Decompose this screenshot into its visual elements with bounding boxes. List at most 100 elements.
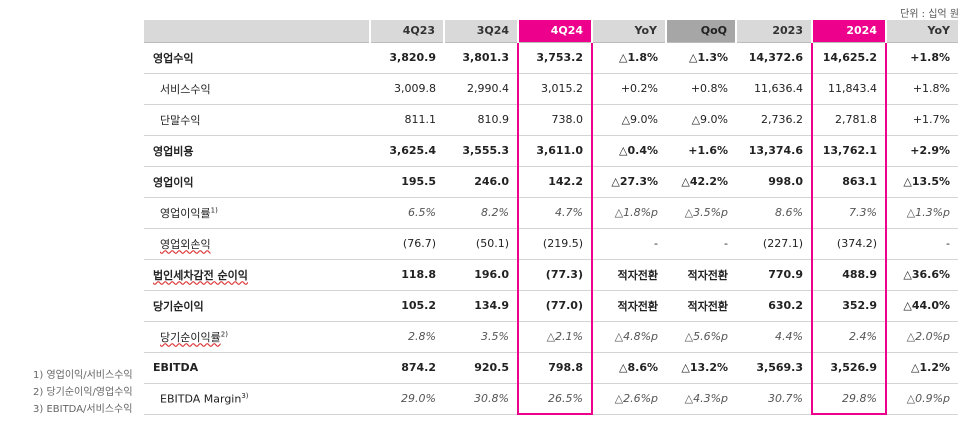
table-cell: 738.0 — [517, 104, 593, 136]
table-row: 영업비용 3,625.4 3,555.3 3,611.0 △0.4% +1.6% 13,37… — [144, 135, 958, 167]
header-yoy-quarter: YoY — [591, 20, 666, 43]
table-cell: 3,753.2 — [517, 42, 593, 74]
table-cell: - — [886, 228, 958, 260]
table-cell: 14,372.6 — [736, 42, 812, 74]
row-label-text: 서비스수익 — [160, 82, 211, 96]
table-row: 서비스수익 3,009.8 2,990.4 3,015.2 +0.2% +0.8% 11,6… — [144, 73, 958, 105]
row-label: EBITDA — [144, 352, 370, 384]
row-label: EBITDA Margin3) — [144, 383, 370, 415]
table-cell: 811.1 — [370, 104, 444, 136]
table-row: 법인세차감전 순이익 118.8 196.0 (77.3) 적자전환 적자전환 770.9 4… — [144, 259, 958, 291]
row-label-text: 영업이익 — [153, 175, 194, 189]
table-cell: 3,611.0 — [517, 135, 593, 167]
table-cell: △1.8%p — [592, 197, 666, 229]
table-cell: 3,015.2 — [517, 73, 593, 105]
table-cell: 11,843.4 — [811, 73, 887, 105]
header-blank — [144, 20, 370, 43]
table-cell: 7.3% — [811, 197, 887, 229]
table-cell: 2.4% — [811, 321, 887, 353]
table-cell: 적자전환 — [592, 259, 666, 291]
table-cell: 8.6% — [736, 197, 812, 229]
table-cell: (219.5) — [517, 228, 593, 260]
header-2024: 2024 — [811, 20, 886, 43]
table-cell: 142.2 — [517, 166, 593, 198]
table-row: 당기순이익률2) 2.8% 3.5% △2.1% △4.8%p △5.6%p 4.4% 2.4… — [144, 321, 958, 353]
table-cell: 4.7% — [517, 197, 593, 229]
table-cell: 630.2 — [736, 290, 812, 322]
table-cell: 30.8% — [444, 383, 518, 415]
row-label: 서비스수익 — [144, 73, 370, 105]
table-cell: △2.1% — [517, 321, 593, 353]
table-cell: 26.5% — [517, 383, 593, 415]
row-label-text: 영업비용 — [153, 144, 194, 158]
header-qoq: QoQ — [665, 20, 736, 43]
table-cell: 134.9 — [444, 290, 518, 322]
table-row: 영업이익 195.5 246.0 142.2 △27.3% △42.2% 998.0 863.… — [144, 166, 958, 198]
table-cell: 3,555.3 — [444, 135, 518, 167]
table-cell: 29.0% — [370, 383, 444, 415]
table-cell: △2.0%p — [886, 321, 958, 353]
table-row: 영업외손익 (76.7) (50.1) (219.5) - - (227.1) (374.2)… — [144, 228, 958, 260]
table-cell: △0.4% — [592, 135, 666, 167]
row-label-text: 당기순이익 — [153, 299, 204, 313]
table-cell: +0.8% — [666, 73, 736, 105]
table-cell: 118.8 — [370, 259, 444, 291]
table-cell: △1.2% — [886, 352, 958, 384]
table-cell: △27.3% — [592, 166, 666, 198]
table-cell: △9.0% — [592, 104, 666, 136]
table-cell: △0.9%p — [886, 383, 958, 415]
table-cell: △1.3% — [666, 42, 736, 74]
table-cell: 13,374.6 — [736, 135, 812, 167]
table-row: EBITDA 874.2 920.5 798.8 △8.6% △13.2% 3,569.3 3… — [144, 352, 958, 384]
table-cell: 105.2 — [370, 290, 444, 322]
table-cell: 2.8% — [370, 321, 444, 353]
footnote-marker: 2) — [220, 329, 228, 338]
table-row: 영업수익 3,820.9 3,801.3 3,753.2 △1.8% △1.3% 14,37… — [144, 42, 958, 74]
table-cell: 11,636.4 — [736, 73, 812, 105]
table-cell: 13,762.1 — [811, 135, 887, 167]
table-cell: 874.2 — [370, 352, 444, 384]
table-cell: 6.5% — [370, 197, 444, 229]
footnote: 1) 영업이익/서비스수익 — [33, 370, 133, 381]
table-cell: △5.6%p — [666, 321, 736, 353]
table-cell: △13.5% — [886, 166, 958, 198]
footnotes: 1) 영업이익/서비스수익 2) 당기순이익/영업수익 3) EBITDA/서비… — [33, 367, 133, 418]
table-cell: △36.6% — [886, 259, 958, 291]
table-cell: 적자전환 — [666, 290, 736, 322]
table-cell: +1.8% — [886, 42, 958, 74]
table-row: 단말수익 811.1 810.9 738.0 △9.0% △9.0% 2,736.2 2,78… — [144, 104, 958, 136]
table-cell: (77.0) — [517, 290, 593, 322]
row-label: 단말수익 — [144, 104, 370, 136]
table-cell: 3,820.9 — [370, 42, 444, 74]
row-label: 법인세차감전 순이익 — [144, 259, 370, 291]
table-cell: △8.6% — [592, 352, 666, 384]
table-cell: 29.8% — [811, 383, 887, 415]
footnote-marker: 3) — [241, 391, 249, 400]
table-cell: 352.9 — [811, 290, 887, 322]
table-cell: △4.8%p — [592, 321, 666, 353]
header-2023: 2023 — [735, 20, 812, 43]
table-cell: +1.7% — [886, 104, 958, 136]
table-cell: (374.2) — [811, 228, 887, 260]
row-label-text: 단말수익 — [160, 113, 201, 127]
financial-summary-table: 4Q23 3Q24 4Q24 YoY QoQ 2023 2024 YoY 영업수… — [144, 20, 958, 415]
table-cell: 2,736.2 — [736, 104, 812, 136]
table-cell: 798.8 — [517, 352, 593, 384]
footnote: 3) EBITDA/서비스수익 — [33, 404, 133, 415]
table-cell: 196.0 — [444, 259, 518, 291]
table-cell: △3.5%p — [666, 197, 736, 229]
row-label: 영업외손익 — [144, 228, 370, 260]
row-label: 당기순이익 — [144, 290, 370, 322]
row-label-text: 법인세차감전 순이익 — [153, 268, 248, 282]
table-cell: 8.2% — [444, 197, 518, 229]
table-cell: 4.4% — [736, 321, 812, 353]
table-cell: 2,781.8 — [811, 104, 887, 136]
row-label-text: 영업수익 — [153, 51, 194, 65]
row-label-text: EBITDA — [153, 361, 199, 374]
table-cell: 적자전환 — [666, 259, 736, 291]
row-label-text: 영업외손익 — [160, 237, 211, 251]
table-cell: 3,009.8 — [370, 73, 444, 105]
header-4q24: 4Q24 — [517, 20, 592, 43]
table-cell: 3,569.3 — [736, 352, 812, 384]
table-cell: 적자전환 — [592, 290, 666, 322]
